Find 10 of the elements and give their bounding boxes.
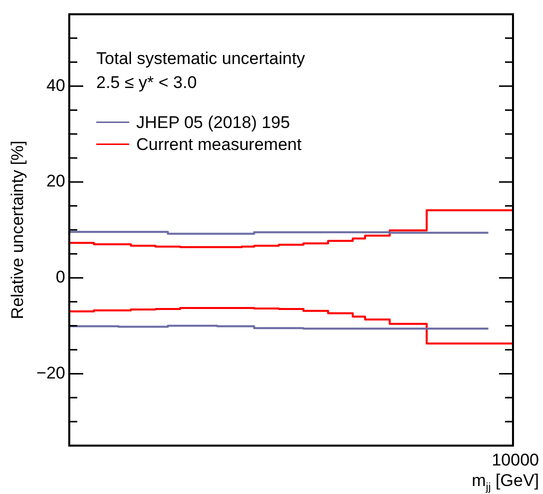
text: 10000 [492, 450, 540, 470]
text: Total systematic uncertainty [96, 49, 306, 68]
legend-label: JHEP 05 (2018) 195 [136, 113, 290, 132]
y-tick-label: −20 [36, 363, 66, 382]
y-tick-label: 40 [46, 76, 66, 95]
legend-label: Current measurement [136, 135, 302, 154]
text: 2.5 ≤ y* < 3.0 [96, 73, 197, 92]
y-tick-label: 20 [46, 172, 66, 191]
y-tick-label: 0 [56, 268, 66, 287]
y-axis-title: Relative uncertainty [%] [8, 140, 27, 320]
